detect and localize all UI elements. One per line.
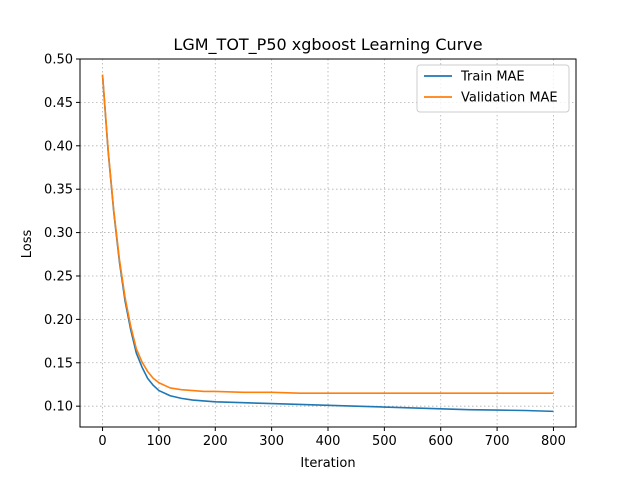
series-lines [101, 74, 554, 413]
y-tick-label: 0.15 [44, 356, 73, 371]
x-tick-label: 600 [428, 434, 453, 449]
x-axis-label: Iteration [300, 456, 355, 471]
y-tick-label: 0.50 [44, 53, 73, 68]
y-axis-label: Loss [20, 230, 35, 259]
y-tick-label: 0.35 [44, 183, 73, 198]
series-line-validation-mae [101, 74, 554, 394]
y-tick-label: 0.20 [44, 313, 73, 328]
x-tick-label: 800 [541, 434, 566, 449]
x-tick-label: 300 [259, 434, 284, 449]
y-tick-label: 0.30 [44, 226, 73, 241]
x-tick-label: 100 [146, 434, 171, 449]
grid [80, 58, 576, 427]
y-tick-label: 0.40 [44, 139, 73, 154]
legend: Train MAE Validation MAE [416, 64, 570, 113]
x-tick-label: 400 [316, 434, 341, 449]
x-tick-label: 0 [98, 434, 106, 449]
legend-label: Train MAE [460, 70, 525, 85]
x-tick-label: 200 [203, 434, 228, 449]
x-tick-label: 500 [372, 434, 397, 449]
y-tick-label: 0.10 [44, 400, 73, 415]
y-tick-label: 0.25 [44, 269, 73, 284]
axis-ticks: 0 100 200 300 400 500 600 700 800 0.10 0.15 0.20 0.2… [44, 53, 566, 450]
x-tick-label: 700 [485, 434, 510, 449]
legend-box [416, 64, 570, 113]
y-tick-label: 0.45 [44, 96, 73, 111]
legend-label: Validation MAE [461, 91, 558, 106]
chart-title: LGM_TOT_P50 xgboost Learning Curve [173, 35, 482, 55]
